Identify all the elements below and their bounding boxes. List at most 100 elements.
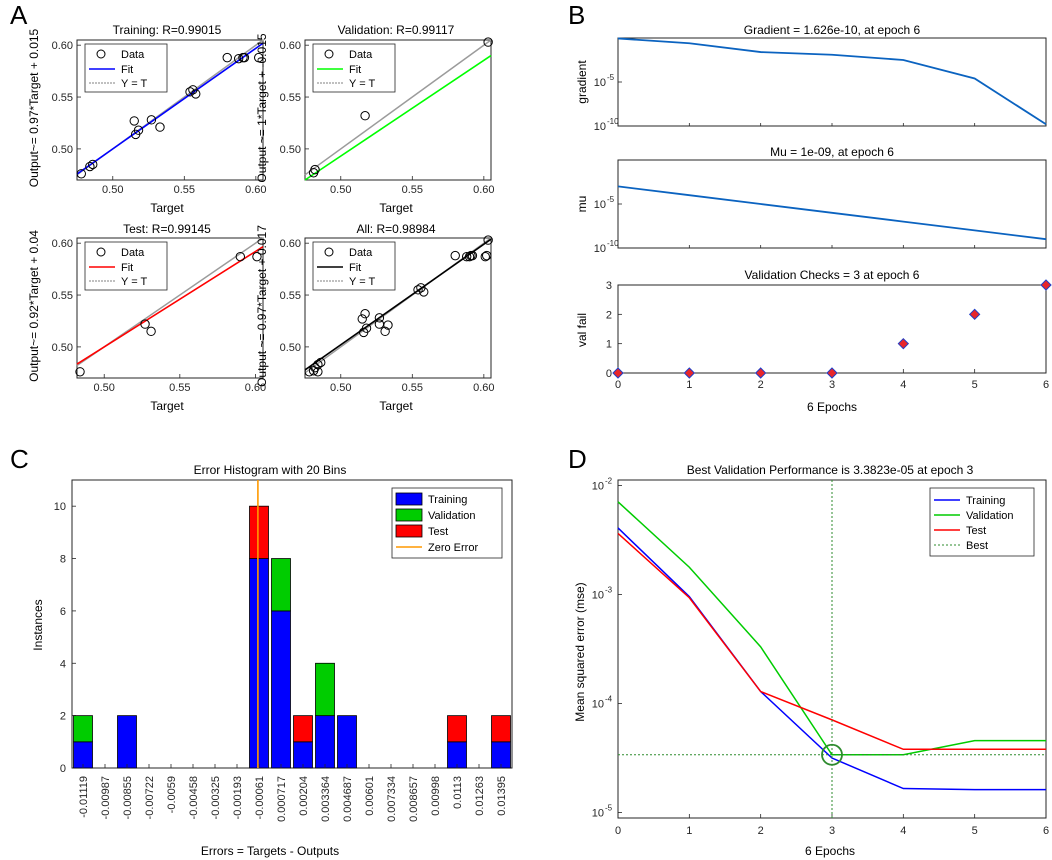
- fit-line: [304, 54, 492, 181]
- data-point: [76, 169, 86, 179]
- panel-letter-c: C: [10, 444, 29, 474]
- data-point: [140, 319, 150, 329]
- fit-line: [304, 238, 492, 371]
- x-tick-label: 2: [758, 379, 764, 391]
- performance-plot: Best Validation Performance is 3.3823e-0…: [573, 463, 1049, 858]
- y-tick-label: 0: [606, 368, 612, 380]
- data-point: [480, 251, 490, 262]
- x-tick-label: 0.55: [174, 184, 195, 196]
- y-tick-label: 0.60: [280, 40, 301, 52]
- data-point: [357, 314, 367, 324]
- regression-test-xlabel: Target: [150, 399, 184, 413]
- y-tick-label: 10: [592, 589, 604, 601]
- x-tick-label: 0.00998: [430, 776, 442, 816]
- regression-validation-ylabel: Output ~= 1*Target + -0.015: [255, 33, 269, 182]
- legend-fit-label: Fit: [121, 64, 133, 76]
- data-point: [146, 326, 156, 337]
- regression-test-ylabel: Output~= 0.92*Target + 0.04: [27, 230, 41, 382]
- data-point: [360, 309, 370, 319]
- identity-line: [304, 39, 492, 176]
- valfail-ylabel: val fail: [575, 313, 589, 347]
- legend-data-marker: [324, 247, 334, 257]
- x-tick-label: 0.50: [94, 382, 115, 394]
- regression-training-title: Training: R=0.99015: [113, 23, 222, 37]
- data-point: [483, 37, 493, 47]
- training-state-valfail-plot: Validation Checks = 3 at epoch 6 val fai…: [575, 268, 1052, 414]
- hist-bar-training: [337, 715, 357, 769]
- legend-identity-label: Y = T: [121, 276, 147, 288]
- legend-data-label: Data: [349, 49, 373, 61]
- data-point: [360, 111, 370, 121]
- y-tick-exponent: -10: [607, 117, 619, 126]
- legend-data-marker: [96, 49, 106, 59]
- legend-label-test: Test: [428, 526, 448, 538]
- y-tick-label: 0.60: [280, 238, 301, 250]
- regression-training-xlabel: Target: [150, 201, 184, 215]
- panel-letter-b: B: [568, 0, 585, 30]
- y-tick-label: 0.50: [52, 144, 73, 156]
- x-tick-label: 0.007334: [386, 776, 398, 822]
- error-histogram: Error Histogram with 20 Bins Instances E…: [31, 463, 513, 858]
- legend-label-validation: Validation: [428, 510, 476, 522]
- y-tick-label: 10: [592, 480, 604, 492]
- y-tick-label: 4: [60, 658, 66, 670]
- gradient-ylabel: gradient: [575, 60, 589, 104]
- mu-title: Mu = 1e-09, at epoch 6: [770, 145, 894, 159]
- regression-all-xlabel: Target: [379, 399, 413, 413]
- y-tick-label: 6: [60, 606, 66, 618]
- legend-swatch-training: [395, 492, 423, 506]
- data-point: [252, 251, 262, 262]
- legend-label-validation: Validation: [966, 510, 1014, 522]
- test-line: [617, 532, 1046, 751]
- legend-label-training: Training: [428, 494, 467, 506]
- hist-bar-training: [315, 715, 335, 769]
- series-line: [617, 185, 1047, 241]
- y-tick-label: 10: [594, 77, 606, 89]
- regression-all-plot: All: R=0.98984 Output ~= 0.97*Target + 0…: [255, 222, 495, 413]
- y-tick-label: 10: [592, 699, 604, 711]
- data-point: [88, 159, 98, 170]
- fit-line: [76, 42, 264, 175]
- x-tick-label: -0.0059: [166, 776, 178, 813]
- histogram-ylabel: Instances: [31, 599, 45, 650]
- x-tick-label: 6: [1043, 379, 1049, 391]
- legend-box: [84, 241, 168, 291]
- best-marker-circle: [821, 743, 843, 766]
- x-tick-label: 6: [1043, 825, 1049, 837]
- data-point: [380, 326, 390, 337]
- x-tick-label: -0.00458: [188, 776, 200, 819]
- legend-data-label: Data: [349, 247, 373, 259]
- hist-bar-validation: [315, 662, 335, 717]
- x-tick-label: 0.008657: [408, 776, 420, 822]
- hist-bar-test: [491, 715, 511, 743]
- y-tick-exponent: -5: [607, 73, 615, 82]
- y-tick-exponent: -3: [605, 585, 613, 594]
- y-tick-label: 0.50: [280, 144, 301, 156]
- hist-bar-test: [293, 715, 313, 743]
- x-tick-label: 0.60: [245, 184, 266, 196]
- x-tick-label: 0.55: [169, 382, 190, 394]
- valfail-marker: [968, 308, 981, 321]
- legend-label-best: Best: [966, 540, 988, 552]
- regression-training-plot: Training: R=0.99015 Output~= 0.97*Target…: [27, 23, 267, 215]
- data-point: [222, 52, 232, 63]
- legend-data-marker: [324, 49, 334, 59]
- data-point: [239, 52, 250, 63]
- y-tick-label: 3: [606, 280, 612, 292]
- axes-box: [617, 159, 1047, 249]
- data-point: [129, 116, 139, 126]
- x-tick-label: 0.50: [102, 184, 123, 196]
- legend-swatch-test: [395, 524, 423, 538]
- data-point: [235, 251, 246, 262]
- valfail-marker: [826, 367, 838, 379]
- legend-identity-label: Y = T: [349, 276, 375, 288]
- data-point: [413, 285, 423, 295]
- data-point: [316, 357, 326, 368]
- valfail-marker: [683, 367, 696, 379]
- x-tick-label: 0.60: [245, 382, 266, 394]
- valfail-marker: [754, 367, 767, 379]
- y-tick-label: 0.55: [52, 92, 73, 104]
- y-tick-exponent: -2: [605, 476, 613, 485]
- x-tick-label: 0.000717: [276, 776, 288, 822]
